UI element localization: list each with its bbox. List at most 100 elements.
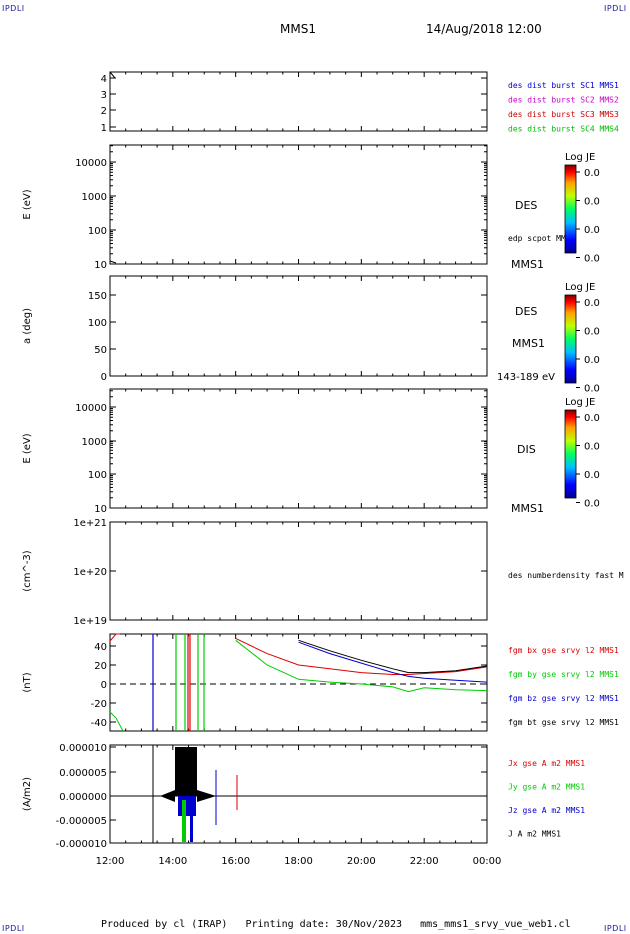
logo-top-right: IPDLI [604, 4, 627, 13]
x-tick-label: 12:00 [96, 856, 125, 867]
y-tick-label-p6: 40 [94, 642, 107, 653]
y-tick-label-p4: 1000 [82, 437, 107, 448]
y-tick-label-p1: 4 [101, 74, 107, 85]
legend-entry-p5: des numberdensity fast M [508, 571, 624, 580]
y-tick-label-p3: 100 [88, 318, 107, 329]
burst-jz-p7 [178, 796, 196, 816]
y-tick-label-p3: 0 [101, 372, 107, 383]
logo-bottom-right: IPDLI [604, 924, 627, 933]
legend-entry-p1: des dist burst SC1 MMS1 [508, 81, 619, 90]
colorbar-tick-label-p2: 0.0 [584, 225, 600, 236]
y-axis-label-p6: (nT) [22, 672, 33, 692]
series-line-p6 [298, 641, 488, 683]
colorbar-tick-label-p3: 0.0 [584, 298, 600, 309]
y-tick-label-p4: 100 [88, 470, 107, 481]
legend-entry-p6: fgm bz gse srvy l2 MMS1 [508, 694, 619, 703]
y-axis-label-p5: (cm^-3) [22, 550, 33, 591]
side-label-p2: DES [515, 199, 537, 212]
y-axis-label-p3: a (deg) [22, 308, 33, 344]
side-label-p2: MMS1 [511, 258, 544, 271]
colorbar-tick-label-p2: 0.0 [584, 254, 600, 265]
y-axis-label-p4: E (eV) [22, 433, 33, 463]
burst-right-p7 [197, 790, 216, 802]
y-tick-label-p5: 1e+21 [73, 518, 107, 529]
colorbar-p4 [564, 409, 577, 499]
legend-entry-p1: des dist burst SC3 MMS3 [508, 110, 619, 119]
y-tick-label-p5: 1e+20 [73, 567, 107, 578]
y-tick-label-p2: 1000 [82, 192, 107, 203]
y-tick-label-p4: 10 [94, 504, 107, 515]
y-tick-label-p2: 10000 [75, 158, 107, 169]
y-tick-label-p7: 0.000000 [59, 792, 107, 803]
y-tick-label-p2: 100 [88, 226, 107, 237]
x-tick-label: 14:00 [158, 856, 187, 867]
y-tick-label-p4: 10000 [75, 403, 107, 414]
legend-entry-p6: fgm bx gse srvy l2 MMS1 [508, 646, 619, 655]
colorbar-p3 [564, 294, 577, 384]
y-tick-label-p6: 20 [94, 661, 107, 672]
y-tick-label-p6: 0 [101, 680, 107, 691]
side-label-p3: 143-189 eV [497, 372, 555, 383]
spacecraft-title: MMS1 [280, 22, 316, 36]
p1-trace-start [109, 71, 116, 79]
p2-trace-start [109, 260, 117, 264]
x-tick-label: 22:00 [410, 856, 439, 867]
y-tick-label-p3: 150 [88, 291, 107, 302]
series-line-p6 [235, 639, 488, 693]
y-tick-label-p1: 1 [101, 123, 107, 134]
colorbar-tick-label-p3: 0.0 [584, 327, 600, 338]
x-tick-label: 16:00 [221, 856, 250, 867]
y-tick-label-p5: 1e+19 [73, 616, 107, 627]
logo-top-left: IPDLI [2, 4, 25, 13]
legend-entry-p7: J A m2 MMS1 [508, 830, 561, 839]
legend-entry-p1: des dist burst SC2 MMS2 [508, 96, 619, 105]
legend-entry-p1: des dist burst SC4 MMS4 [508, 125, 619, 134]
side-label-p4: DIS [517, 443, 536, 456]
y-tick-label-p7: 0.000010 [59, 743, 107, 754]
burst-jy-p7 [182, 800, 186, 842]
legend-entry-p7: Jy gse A m2 MMS1 [508, 783, 585, 792]
colorbar-tick-label-p4: 0.0 [584, 470, 600, 481]
side-label-p3: DES [515, 305, 537, 318]
panel-frame-p2 [109, 144, 488, 265]
burst-left-p7 [160, 790, 175, 802]
burst-core-p7 [175, 747, 197, 796]
y-axis-label-p2: E (eV) [22, 189, 33, 219]
x-tick-label: 00:00 [473, 856, 502, 867]
x-tick-label: 20:00 [347, 856, 376, 867]
series-line-p6 [298, 639, 488, 674]
y-tick-label-p2: 10 [94, 260, 107, 271]
legend-entry-p7: Jx gse A m2 MMS1 [508, 759, 585, 768]
panel-frame-p1 [109, 71, 488, 132]
legend-entry-p6: fgm bt gse srvy l2 MMS1 [508, 718, 619, 727]
footer-caption: Produced by cl (IRAP) Printing date: 30/… [101, 919, 571, 930]
legend-entry-p6: fgm by gse srvy l2 MMS1 [508, 670, 619, 679]
by-early [109, 711, 124, 732]
colorbar-tick-label-p3: 0.0 [584, 384, 600, 395]
side-label-p2: edp scpot MMS1 [508, 234, 576, 243]
colorbar-tick-label-p2: 0.0 [584, 168, 600, 179]
bx-early [109, 633, 120, 642]
y-tick-label-p7: -0.000005 [56, 816, 107, 827]
y-tick-label-p7: -0.000010 [56, 839, 107, 850]
colorbar-title-p2: Log JE [565, 152, 595, 163]
side-label-p4: MMS1 [511, 502, 544, 515]
x-tick-label: 18:00 [284, 856, 313, 867]
colorbar-p2 [564, 164, 577, 254]
colorbar-title-p4: Log JE [565, 397, 595, 408]
panel-frame-p4 [109, 388, 488, 509]
y-axis-label-p7: (A/m2) [22, 777, 33, 811]
y-tick-label-p6: -40 [91, 718, 107, 729]
series-line-p6 [235, 637, 488, 675]
y-tick-label-p1: 3 [101, 90, 107, 101]
panel-frame-p5 [109, 521, 488, 621]
colorbar-tick-label-p4: 0.0 [584, 499, 600, 510]
legend-entry-p7: Jz gse A m2 MMS1 [508, 806, 585, 815]
colorbar-tick-label-p4: 0.0 [584, 442, 600, 453]
y-tick-label-p3: 50 [94, 345, 107, 356]
colorbar-tick-label-p4: 0.0 [584, 413, 600, 424]
y-tick-label-p7: 0.000005 [59, 768, 107, 779]
y-tick-label-p1: 2 [101, 106, 107, 117]
colorbar-tick-label-p3: 0.0 [584, 355, 600, 366]
